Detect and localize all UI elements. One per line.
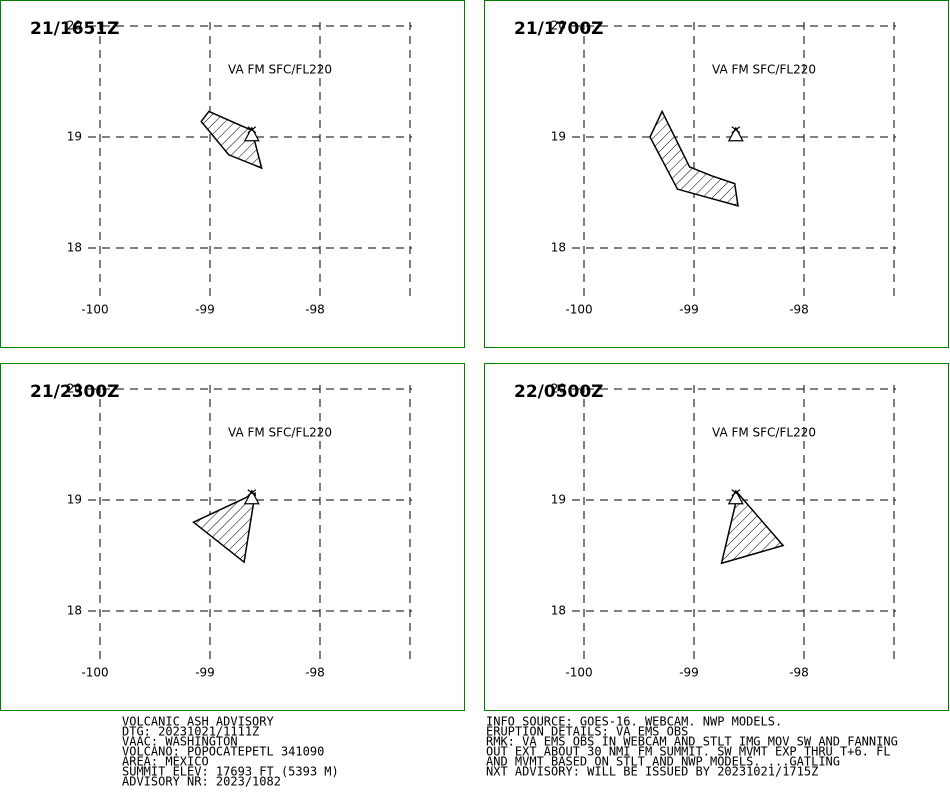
panel-title: 21/1700Z bbox=[514, 19, 604, 39]
ash-cloud bbox=[192, 492, 257, 564]
panel-border bbox=[484, 0, 949, 348]
advisory-line: INFO SOURCE: GOES-16. WEBCAM. NWP MODELS… bbox=[486, 715, 782, 729]
advisory-line: RMK: VA EMS OBS IN WEBCAM AND STLT IMG M… bbox=[486, 735, 898, 749]
y-tick-label: 19 bbox=[551, 130, 566, 144]
x-tick-label: -98 bbox=[305, 303, 325, 317]
map-panel: 18 19 20 -100 -99 -98 21/1651Z VA FM SFC/FL220 bbox=[0, 0, 465, 348]
advisory-line: DTG: 20231021/1111Z bbox=[122, 725, 259, 739]
x-tick-label: -100 bbox=[565, 666, 592, 680]
map-panel: 18 19 20 -100 -99 -98 21/2300Z VA FM SFC/FL220 bbox=[0, 363, 465, 711]
annotation: VA FM SFC/FL220 bbox=[712, 426, 816, 440]
advisory-line: VOLCANO: POPOCATEPETL 341090 bbox=[122, 745, 324, 759]
volcano-marker bbox=[243, 126, 260, 142]
volcano-marker bbox=[727, 489, 744, 505]
panel-border bbox=[0, 363, 465, 711]
volcano-marker bbox=[727, 126, 744, 142]
advisory-line: ERUPTION DETAILS: VA EMS OBS bbox=[486, 725, 688, 739]
map-panel: 18 19 20 -100 -99 -98 22/0500Z VA FM SFC/FL220 bbox=[484, 363, 949, 711]
y-tick-label: 18 bbox=[551, 241, 566, 255]
advisory-line: VOLCANIC ASH ADVISORY bbox=[122, 715, 274, 729]
advisory-line: SUMMIT ELEV: 17693 FT (5393 M) bbox=[122, 765, 339, 779]
advisory-line: AREA: MEXICO bbox=[122, 755, 209, 769]
y-tick-label: 18 bbox=[67, 604, 82, 618]
advisory-line: OUT EXT ABOUT 30 NMI FM SUMMIT. SW MVMT … bbox=[486, 745, 891, 759]
panel-border bbox=[484, 363, 949, 711]
x-tick-label: -98 bbox=[789, 666, 809, 680]
annotation: VA FM SFC/FL220 bbox=[712, 63, 816, 77]
x-tick-label: -100 bbox=[565, 303, 592, 317]
y-tick-label: 19 bbox=[67, 130, 82, 144]
panel-title: 21/1651Z bbox=[30, 19, 120, 39]
volcano-marker bbox=[243, 489, 260, 505]
ash-cloud bbox=[720, 491, 785, 565]
y-tick-label: 20 bbox=[551, 382, 566, 396]
y-tick-label: 20 bbox=[551, 19, 566, 33]
y-tick-label: 19 bbox=[551, 493, 566, 507]
y-tick-label: 20 bbox=[67, 382, 82, 396]
map-panel: 18 19 20 -100 -99 -98 21/1700Z VA FM SFC/FL220 bbox=[484, 0, 949, 348]
annotation: VA FM SFC/FL220 bbox=[228, 63, 332, 77]
ash-cloud bbox=[649, 109, 739, 207]
panel-border bbox=[0, 0, 465, 348]
x-tick-label: -99 bbox=[195, 303, 215, 317]
x-tick-label: -99 bbox=[195, 666, 215, 680]
x-tick-label: -98 bbox=[789, 303, 809, 317]
advisory-line: AND MVMT BASED ON STLT AND NWP MODELS. .… bbox=[486, 755, 840, 769]
advisory-line: ADVISORY NR: 2023/1082 bbox=[122, 775, 281, 789]
advisory-line: VAAC: WASHINGTON bbox=[122, 735, 238, 749]
y-tick-label: 18 bbox=[551, 604, 566, 618]
advisory-line: NXT ADVISORY: WILL BE ISSUED BY 20231021… bbox=[486, 765, 818, 779]
panel-title: 22/0500Z bbox=[514, 382, 604, 402]
ash-cloud bbox=[200, 110, 263, 170]
x-tick-label: -100 bbox=[81, 303, 108, 317]
x-tick-label: -100 bbox=[81, 666, 108, 680]
x-tick-label: -99 bbox=[679, 666, 699, 680]
panel-title: 21/2300Z bbox=[30, 382, 120, 402]
y-tick-label: 20 bbox=[67, 19, 82, 33]
y-tick-label: 18 bbox=[67, 241, 82, 255]
annotation: VA FM SFC/FL220 bbox=[228, 426, 332, 440]
x-tick-label: -99 bbox=[679, 303, 699, 317]
x-tick-label: -98 bbox=[305, 666, 325, 680]
y-tick-label: 19 bbox=[67, 493, 82, 507]
